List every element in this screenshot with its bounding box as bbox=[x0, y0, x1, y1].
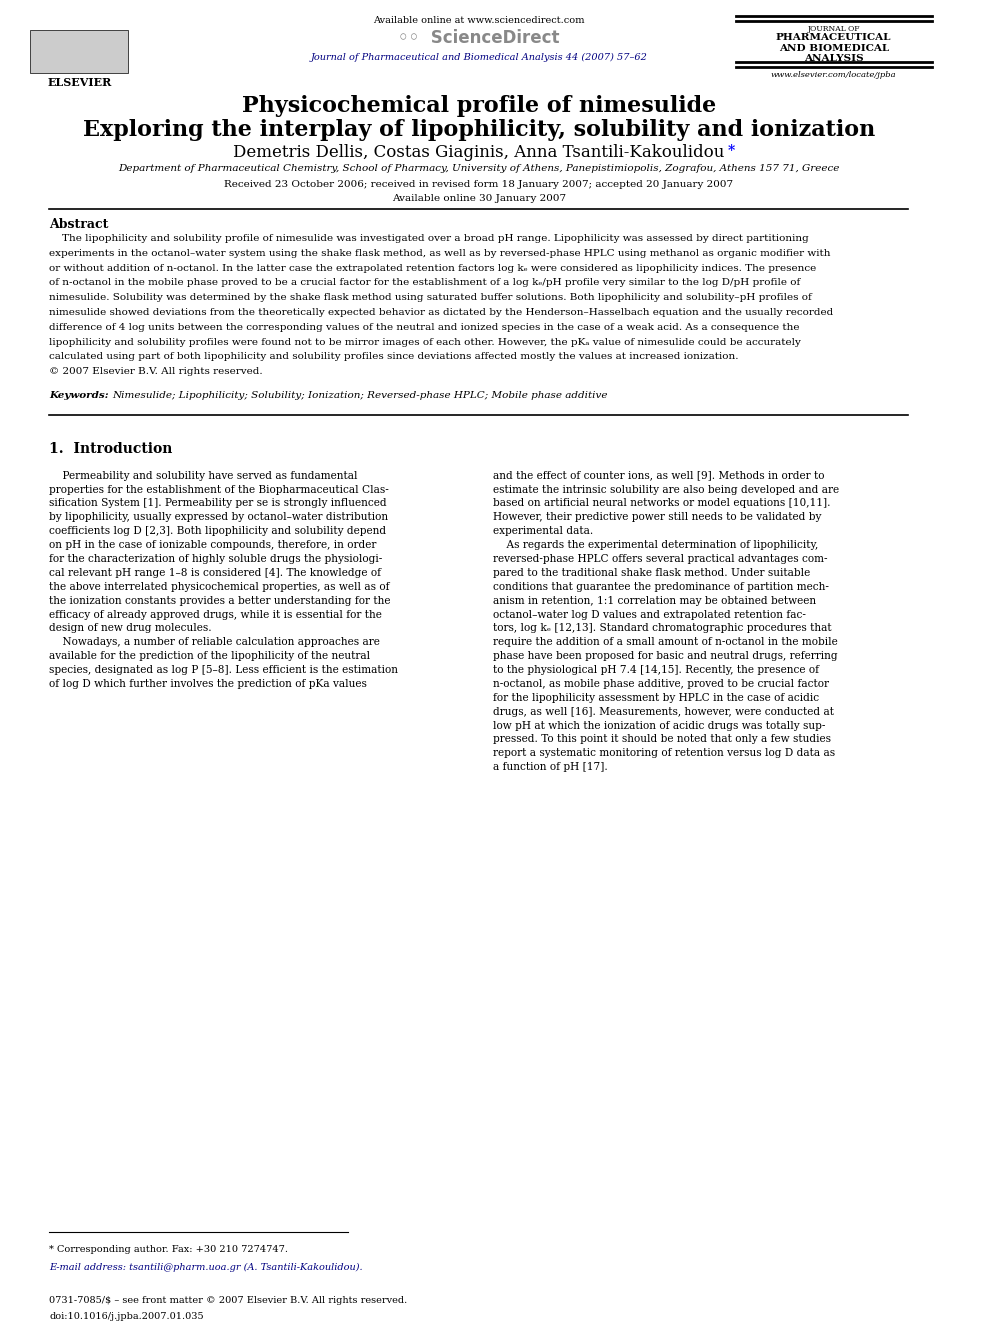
Text: octanol–water log D values and extrapolated retention fac-: octanol–water log D values and extrapola… bbox=[493, 610, 806, 619]
Text: Nowadays, a number of reliable calculation approaches are: Nowadays, a number of reliable calculati… bbox=[49, 638, 380, 647]
Text: tors, log kₑ [12,13]. Standard chromatographic procedures that: tors, log kₑ [12,13]. Standard chromatog… bbox=[493, 623, 831, 634]
Text: for the characterization of highly soluble drugs the physiologi-: for the characterization of highly solub… bbox=[49, 554, 382, 564]
Text: efficacy of already approved drugs, while it is essential for the: efficacy of already approved drugs, whil… bbox=[49, 610, 382, 619]
Text: anism in retention, 1:1 correlation may be obtained between: anism in retention, 1:1 correlation may … bbox=[493, 595, 815, 606]
Text: design of new drug molecules.: design of new drug molecules. bbox=[49, 623, 211, 634]
Text: Received 23 October 2006; received in revised form 18 January 2007; accepted 20 : Received 23 October 2006; received in re… bbox=[224, 180, 733, 189]
Text: require the addition of a small amount of n-octanol in the mobile: require the addition of a small amount o… bbox=[493, 638, 837, 647]
Text: Available online at www.sciencedirect.com: Available online at www.sciencedirect.co… bbox=[373, 16, 584, 25]
Text: Permeability and solubility have served as fundamental: Permeability and solubility have served … bbox=[49, 471, 357, 480]
Text: Department of Pharmaceutical Chemistry, School of Pharmacy, University of Athens: Department of Pharmaceutical Chemistry, … bbox=[118, 164, 839, 173]
Text: As regards the experimental determination of lipophilicity,: As regards the experimental determinatio… bbox=[493, 540, 818, 550]
Text: the above interrelated physicochemical properties, as well as of: the above interrelated physicochemical p… bbox=[49, 582, 390, 591]
Text: pressed. To this point it should be noted that only a few studies: pressed. To this point it should be note… bbox=[493, 734, 830, 745]
Text: coefficients log D [2,3]. Both lipophilicity and solubility depend: coefficients log D [2,3]. Both lipophili… bbox=[49, 527, 386, 536]
Text: Exploring the interplay of lipophilicity, solubility and ionization: Exploring the interplay of lipophilicity… bbox=[82, 119, 875, 142]
Text: Keywords:: Keywords: bbox=[49, 392, 109, 401]
Text: www.elsevier.com/locate/jpba: www.elsevier.com/locate/jpba bbox=[771, 71, 897, 79]
Text: ◦◦  ScienceDirect: ◦◦ ScienceDirect bbox=[398, 29, 559, 48]
Text: PHARMACEUTICAL: PHARMACEUTICAL bbox=[776, 33, 892, 42]
Text: calculated using part of both lipophilicity and solubility profiles since deviat: calculated using part of both lipophilic… bbox=[49, 352, 739, 361]
Text: nimesulide. Solubility was determined by the shake flask method using saturated : nimesulide. Solubility was determined by… bbox=[49, 294, 811, 302]
Text: low pH at which the ionization of acidic drugs was totally sup-: low pH at which the ionization of acidic… bbox=[493, 721, 825, 730]
Text: ANALYSIS: ANALYSIS bbox=[804, 54, 863, 64]
Text: Demetris Dellis, Costas Giaginis, Anna Tsantili-Kakoulidou: Demetris Dellis, Costas Giaginis, Anna T… bbox=[233, 144, 724, 161]
Text: cal relevant pH range 1–8 is considered [4]. The knowledge of: cal relevant pH range 1–8 is considered … bbox=[49, 568, 381, 578]
Text: phase have been proposed for basic and neutral drugs, referring: phase have been proposed for basic and n… bbox=[493, 651, 837, 662]
Text: to the physiological pH 7.4 [14,15]. Recently, the presence of: to the physiological pH 7.4 [14,15]. Rec… bbox=[493, 665, 818, 675]
Text: drugs, as well [16]. Measurements, however, were conducted at: drugs, as well [16]. Measurements, howev… bbox=[493, 706, 833, 717]
Text: Nimesulide; Lipophilicity; Solubility; Ionization; Reversed-phase HPLC; Mobile p: Nimesulide; Lipophilicity; Solubility; I… bbox=[113, 392, 608, 401]
Text: nimesulide showed deviations from the theoretically expected behavior as dictate: nimesulide showed deviations from the th… bbox=[49, 308, 833, 318]
Text: pared to the traditional shake flask method. Under suitable: pared to the traditional shake flask met… bbox=[493, 568, 810, 578]
Text: lipophilicity and solubility profiles were found not to be mirror images of each: lipophilicity and solubility profiles we… bbox=[49, 337, 801, 347]
Text: © 2007 Elsevier B.V. All rights reserved.: © 2007 Elsevier B.V. All rights reserved… bbox=[49, 368, 263, 376]
Text: 1.  Introduction: 1. Introduction bbox=[49, 442, 173, 455]
Text: of log D which further involves the prediction of pKa values: of log D which further involves the pred… bbox=[49, 679, 367, 689]
Text: experimental data.: experimental data. bbox=[493, 527, 593, 536]
Text: by lipophilicity, usually expressed by octanol–water distribution: by lipophilicity, usually expressed by o… bbox=[49, 512, 388, 523]
Text: on pH in the case of ionizable compounds, therefore, in order: on pH in the case of ionizable compounds… bbox=[49, 540, 376, 550]
Text: difference of 4 log units between the corresponding values of the neutral and io: difference of 4 log units between the co… bbox=[49, 323, 800, 332]
Text: available for the prediction of the lipophilicity of the neutral: available for the prediction of the lipo… bbox=[49, 651, 370, 662]
Text: the ionization constants provides a better understanding for the: the ionization constants provides a bett… bbox=[49, 595, 391, 606]
Bar bbox=[31, 30, 129, 73]
Text: report a systematic monitoring of retention versus log D data as: report a systematic monitoring of retent… bbox=[493, 749, 835, 758]
Text: experiments in the octanol–water system using the shake flask method, as well as: experiments in the octanol–water system … bbox=[49, 249, 830, 258]
Text: species, designated as log P [5–8]. Less efficient is the estimation: species, designated as log P [5–8]. Less… bbox=[49, 665, 398, 675]
Text: 0731-7085/$ – see front matter © 2007 Elsevier B.V. All rights reserved.: 0731-7085/$ – see front matter © 2007 El… bbox=[49, 1295, 408, 1304]
Text: Journal of Pharmaceutical and Biomedical Analysis 44 (2007) 57–62: Journal of Pharmaceutical and Biomedical… bbox=[310, 53, 647, 62]
Text: AND BIOMEDICAL: AND BIOMEDICAL bbox=[779, 44, 889, 53]
Text: based on artificial neural networks or model equations [10,11].: based on artificial neural networks or m… bbox=[493, 499, 830, 508]
Text: a function of pH [17].: a function of pH [17]. bbox=[493, 762, 607, 773]
Text: conditions that guarantee the predominance of partition mech-: conditions that guarantee the predominan… bbox=[493, 582, 828, 591]
Text: *: * bbox=[727, 144, 734, 159]
Text: or without addition of n-octanol. In the latter case the extrapolated retention : or without addition of n-octanol. In the… bbox=[49, 263, 816, 273]
Text: However, their predictive power still needs to be validated by: However, their predictive power still ne… bbox=[493, 512, 821, 523]
Text: n-octanol, as mobile phase additive, proved to be crucial factor: n-octanol, as mobile phase additive, pro… bbox=[493, 679, 828, 689]
Text: E-mail address: tsantili@pharm.uoa.gr (A. Tsantili-Kakoulidou).: E-mail address: tsantili@pharm.uoa.gr (A… bbox=[49, 1262, 363, 1271]
Text: JOURNAL OF: JOURNAL OF bbox=[807, 25, 860, 33]
Text: estimate the intrinsic solubility are also being developed and are: estimate the intrinsic solubility are al… bbox=[493, 484, 839, 495]
Text: of n-octanol in the mobile phase proved to be a crucial factor for the establish: of n-octanol in the mobile phase proved … bbox=[49, 278, 801, 287]
Text: ELSEVIER: ELSEVIER bbox=[48, 77, 112, 87]
Text: Abstract: Abstract bbox=[49, 218, 108, 232]
Text: properties for the establishment of the Biopharmaceutical Clas-: properties for the establishment of the … bbox=[49, 484, 389, 495]
Text: reversed-phase HPLC offers several practical advantages com-: reversed-phase HPLC offers several pract… bbox=[493, 554, 827, 564]
Text: Physicochemical profile of nimesulide: Physicochemical profile of nimesulide bbox=[242, 95, 716, 118]
Text: and the effect of counter ions, as well [9]. Methods in order to: and the effect of counter ions, as well … bbox=[493, 471, 824, 480]
Text: doi:10.1016/j.jpba.2007.01.035: doi:10.1016/j.jpba.2007.01.035 bbox=[49, 1311, 203, 1320]
Text: sification System [1]. Permeability per se is strongly influenced: sification System [1]. Permeability per … bbox=[49, 499, 387, 508]
Text: * Corresponding author. Fax: +30 210 7274747.: * Corresponding author. Fax: +30 210 727… bbox=[49, 1245, 288, 1254]
Text: The lipophilicity and solubility profile of nimesulide was investigated over a b: The lipophilicity and solubility profile… bbox=[49, 234, 808, 243]
Text: for the lipophilicity assessment by HPLC in the case of acidic: for the lipophilicity assessment by HPLC… bbox=[493, 693, 819, 703]
Text: Available online 30 January 2007: Available online 30 January 2007 bbox=[392, 194, 565, 204]
